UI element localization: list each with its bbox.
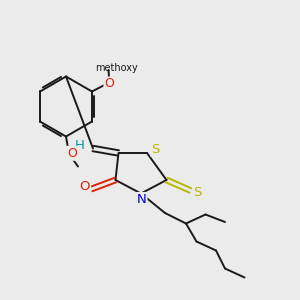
Text: O: O: [80, 180, 90, 193]
Text: methoxy: methoxy: [95, 63, 138, 74]
Text: S: S: [151, 143, 160, 156]
Text: O: O: [67, 147, 77, 160]
Text: methoxy: methoxy: [108, 59, 145, 68]
Text: O: O: [104, 77, 114, 91]
Text: S: S: [193, 186, 201, 200]
Text: H: H: [75, 139, 84, 152]
Text: N: N: [137, 193, 146, 206]
